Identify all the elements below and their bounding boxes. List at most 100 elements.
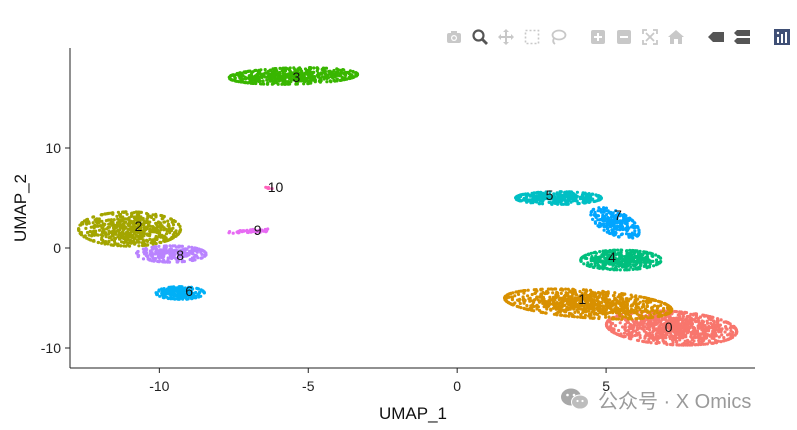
box-select-button[interactable] <box>522 27 542 47</box>
point <box>119 244 123 248</box>
point <box>601 250 605 254</box>
point <box>639 295 643 299</box>
point <box>289 80 293 84</box>
reset-axes-button[interactable] <box>666 27 686 47</box>
point <box>332 78 336 82</box>
point <box>89 230 93 234</box>
point <box>672 322 676 326</box>
point <box>688 326 692 330</box>
lasso-select-button[interactable] <box>548 27 568 47</box>
point <box>347 72 351 76</box>
point <box>561 288 565 292</box>
point <box>679 310 683 314</box>
point <box>651 259 655 263</box>
point <box>160 250 164 254</box>
point <box>169 228 174 233</box>
point <box>605 257 610 261</box>
point <box>107 239 111 243</box>
hover-compare-button[interactable] <box>732 27 752 47</box>
point <box>575 190 580 194</box>
zoom-icon <box>472 29 488 45</box>
plotly-logo-button[interactable] <box>772 27 792 47</box>
point <box>332 72 336 76</box>
point <box>692 318 696 322</box>
point <box>192 291 196 295</box>
hover-closest-button[interactable] <box>706 27 726 47</box>
point <box>608 248 612 253</box>
point <box>573 310 577 314</box>
point <box>202 291 206 295</box>
point <box>584 308 588 312</box>
point <box>701 328 705 332</box>
point <box>228 77 232 81</box>
point <box>156 221 160 225</box>
point <box>601 289 605 293</box>
point <box>563 190 567 194</box>
point <box>263 68 267 72</box>
point <box>588 193 592 197</box>
point <box>119 226 123 230</box>
point <box>547 299 551 303</box>
point <box>611 294 616 298</box>
point <box>150 259 154 263</box>
cluster-10-points <box>264 185 274 191</box>
point <box>184 247 188 251</box>
point <box>612 267 616 271</box>
point <box>610 310 614 314</box>
point <box>297 71 302 75</box>
point <box>572 288 576 292</box>
point <box>527 307 531 311</box>
point <box>559 308 563 312</box>
point <box>161 295 165 300</box>
camera-button[interactable] <box>444 27 464 47</box>
autoscale-button[interactable] <box>640 27 660 47</box>
point <box>575 308 579 312</box>
point <box>629 250 634 254</box>
point <box>97 228 102 232</box>
point <box>571 301 575 305</box>
cluster-2-points <box>77 210 183 248</box>
point <box>155 247 159 251</box>
point <box>333 75 337 79</box>
cluster-3-points <box>227 66 360 86</box>
point <box>504 299 508 303</box>
point <box>624 266 628 271</box>
point <box>151 225 155 229</box>
point <box>635 333 639 337</box>
zoom-out-button[interactable] <box>614 27 634 47</box>
point <box>618 268 622 272</box>
point <box>323 66 327 70</box>
point <box>311 70 315 74</box>
zoom-button[interactable] <box>470 27 490 47</box>
point <box>648 251 652 255</box>
point <box>182 259 186 264</box>
point <box>617 235 621 239</box>
point <box>162 236 166 240</box>
point <box>339 68 343 72</box>
pan-button[interactable] <box>496 27 516 47</box>
point <box>597 266 602 270</box>
point <box>564 314 568 318</box>
point <box>253 68 257 73</box>
point <box>610 251 614 255</box>
point <box>653 322 657 326</box>
point <box>169 256 173 260</box>
point <box>106 218 110 222</box>
zoom-in-icon <box>591 30 605 44</box>
point <box>675 323 679 327</box>
point <box>656 255 661 259</box>
point <box>621 300 625 304</box>
point <box>641 339 645 343</box>
point <box>681 336 685 340</box>
point <box>178 229 182 233</box>
point <box>126 222 130 226</box>
point <box>708 315 712 319</box>
point <box>600 254 605 258</box>
point <box>671 328 675 332</box>
point <box>148 227 152 231</box>
point <box>335 77 339 81</box>
point <box>603 214 607 218</box>
point <box>653 304 657 308</box>
zoom-in-button[interactable] <box>588 27 608 47</box>
